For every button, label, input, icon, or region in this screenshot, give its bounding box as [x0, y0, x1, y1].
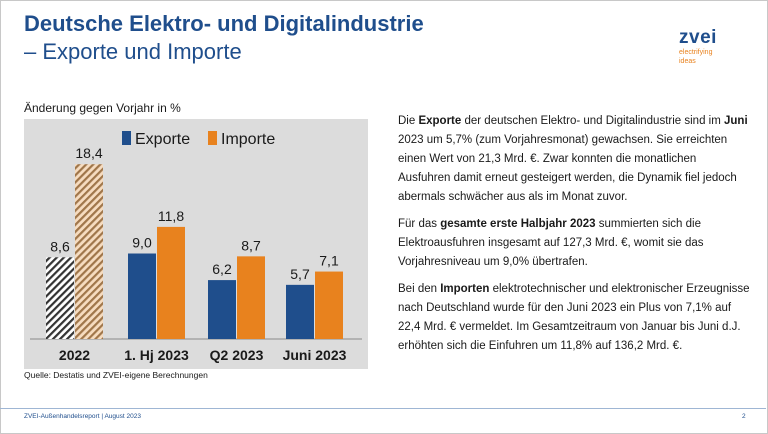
chart-caption: Änderung gegen Vorjahr in % [24, 101, 181, 115]
x-tick-label: 2022 [59, 347, 90, 363]
paragraph: Die Exporte der deutschen Elektro- und D… [398, 112, 750, 207]
zvei-logo: zvei electrifying ideas [679, 28, 717, 65]
footer-divider [0, 408, 766, 409]
footer-text: ZVEI-Außenhandelsreport | August 2023 [24, 413, 141, 420]
data-label-exporte: 9,0 [132, 235, 152, 251]
text-run: 2023 um 5,7% (zum Vorjahresmonat) gewach… [398, 134, 737, 203]
bar-importe [315, 271, 343, 339]
paragraph: Bei den Importen elektrotechnischer und … [398, 280, 750, 356]
data-label-importe: 8,7 [241, 237, 261, 253]
data-label-importe: 7,1 [319, 253, 339, 269]
paragraph: Für das gesamte erste Halbjahr 2023 summ… [398, 215, 750, 272]
data-label-exporte: 8,6 [50, 238, 70, 254]
data-label-exporte: 5,7 [290, 266, 310, 282]
legend-swatch-exporte [122, 131, 131, 145]
x-tick-label: 1. Hj 2023 [124, 347, 189, 363]
bar-exporte [208, 280, 236, 339]
data-label-exporte: 6,2 [212, 261, 232, 277]
logo-tagline-1: electrifying [679, 49, 713, 56]
page-subtitle: – Exporte und Importe [24, 39, 242, 64]
text-run: summierten sich die Elektroausfuhren ins… [398, 218, 704, 268]
commentary-text: Die Exporte der deutschen Elektro- und D… [398, 112, 750, 364]
text-run: Bei den [398, 283, 441, 295]
bar-importe [157, 226, 185, 339]
bar-importe [237, 256, 265, 339]
legend-label-exporte: Exporte [135, 131, 190, 148]
x-tick-label: Q2 2023 [210, 347, 264, 363]
text-run: der deutschen Elektro- und Digitalindust… [461, 115, 724, 127]
chart-source: Quelle: Destatis und ZVEI-eigene Berechn… [24, 370, 208, 380]
bold-text: gesamte erste Halbjahr 2023 [440, 218, 596, 230]
bold-text: Juni [724, 115, 748, 127]
data-label-importe: 18,4 [75, 145, 102, 161]
legend-label-importe: Importe [221, 131, 275, 148]
text-run: Die [398, 115, 419, 127]
logo-tagline-2: ideas [679, 58, 696, 65]
bold-text: Importen [440, 283, 490, 295]
bar-exporte [128, 253, 156, 339]
bar-importe [75, 164, 103, 339]
bar-exporte [46, 257, 74, 339]
bold-text: Exporte [418, 115, 462, 127]
bar-exporte [286, 284, 314, 339]
legend-swatch-importe [208, 131, 217, 145]
page-number: 2 [742, 413, 746, 420]
bar-chart: Exporte Importe 8,6 18,4 2022 9,0 11,8 1. Hj 20… [30, 131, 362, 363]
data-label-importe: 11,8 [158, 208, 184, 224]
text-run: elektrotechnischer und elektronischer Er… [398, 283, 750, 352]
logo-word: zvei [679, 27, 717, 48]
text-run: Für das [398, 218, 441, 230]
page-title: Deutsche Elektro- und Digitalindustrie [24, 11, 424, 36]
x-tick-label: Juni 2023 [283, 347, 347, 363]
